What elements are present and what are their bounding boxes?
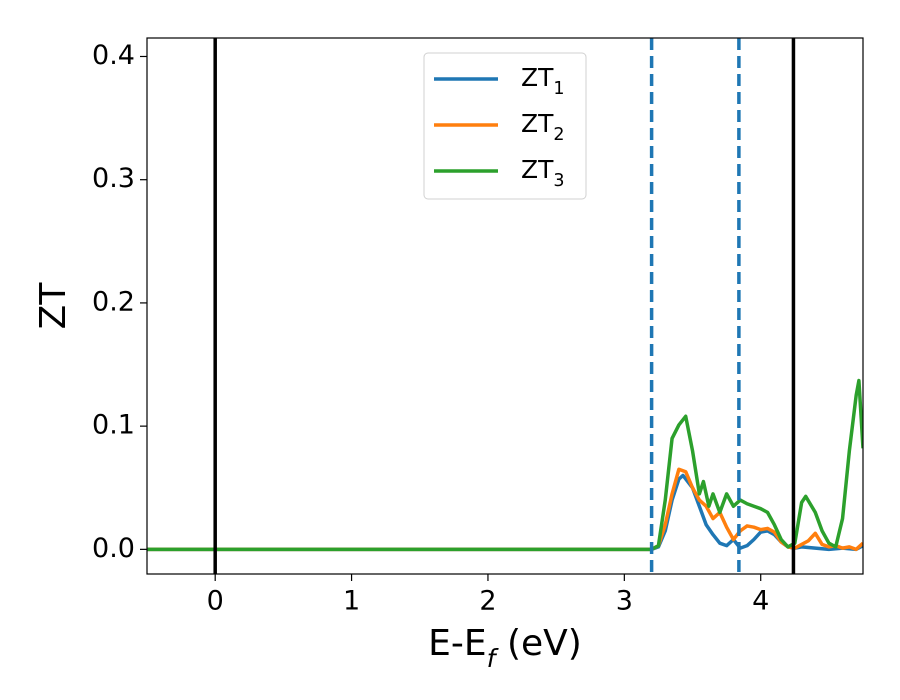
series-line	[147, 467, 863, 552]
y-tick-label: 0.3	[92, 163, 135, 194]
x-tick-label: 4	[752, 586, 769, 617]
legend-box	[423, 52, 587, 200]
legend-label: ZT2	[521, 109, 565, 145]
x-tick-label: 0	[207, 586, 224, 617]
y-axis-label: ZT	[33, 282, 74, 330]
legend-label: ZT1	[521, 63, 565, 99]
x-axis-label: E-Ef (eV)	[428, 623, 582, 673]
series-line	[147, 378, 863, 552]
x-tick-label: 1	[343, 586, 360, 617]
plot-frame	[146, 37, 864, 575]
y-tick-label: 0.4	[92, 40, 135, 71]
x-tick-label: 3	[616, 586, 633, 617]
y-tick-label: 0.0	[92, 533, 135, 564]
y-tick-label: 0.1	[92, 410, 135, 441]
legend-label: ZT3	[521, 155, 565, 191]
plot-area	[147, 38, 863, 574]
y-tick-label: 0.2	[92, 286, 135, 317]
series-line	[147, 473, 863, 552]
x-tick-label: 2	[479, 586, 496, 617]
